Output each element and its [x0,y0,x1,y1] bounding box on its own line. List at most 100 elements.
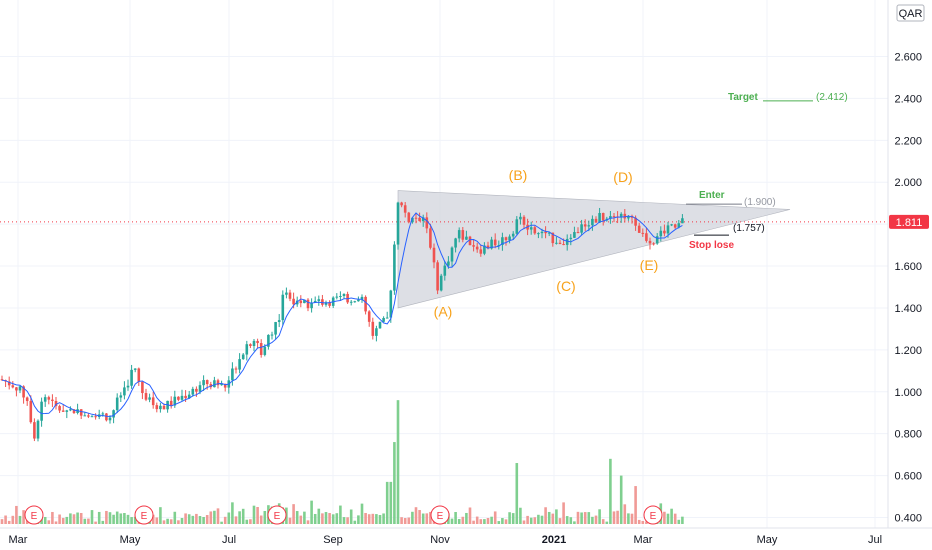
time-tick-label: Nov [430,534,450,546]
volume-bar [396,400,400,524]
candle-body [475,246,479,250]
candle-body [133,368,137,370]
candle-body [223,383,227,388]
volume-bar [303,511,306,524]
volume-bar [677,519,681,524]
candle-body [371,321,375,336]
candle-body [155,405,159,410]
candle-body [83,415,87,417]
volume-bar [15,505,18,524]
earnings-marker-label: E [437,511,444,522]
candle-body [396,202,400,245]
volume-bar [342,517,346,524]
candle-body [220,383,223,386]
price-tick-label: 1.400 [894,303,922,315]
volume-bar [18,515,22,524]
price-tick-label: 0.400 [894,513,922,525]
candle-body [137,368,141,382]
candle-body [367,311,371,322]
candle-body [141,381,144,394]
volume-bar [641,520,645,524]
volume-bar [400,517,403,524]
earnings-marker-label: E [141,511,148,522]
candle-body [565,238,569,245]
volume-bar [565,516,569,524]
candle-body [180,395,184,400]
volume-bar [591,516,594,524]
volume-bar [40,518,43,524]
candle-body [69,409,72,411]
candle-body [159,405,162,410]
volume-bar [288,517,292,524]
earnings-marker-label: E [650,511,657,522]
candlesticks [0,201,684,442]
candle-body [418,217,421,222]
candle-body [673,224,677,228]
wave-label: (B) [509,167,528,183]
volume-bar [79,512,83,524]
volume-bar [72,514,76,524]
volume-bar [360,503,364,524]
candle-body [216,380,220,386]
volume-bar [364,512,367,524]
candle-body [191,388,195,395]
candle-body [591,218,594,226]
volume-bar [234,516,238,524]
earnings-marker-circle [134,505,154,525]
candle-body [670,224,673,226]
volume-bar [256,506,259,524]
candle-body [267,334,270,347]
time-tick-label: Jul [868,534,882,546]
candle-body [162,405,166,410]
candle-body [432,247,436,263]
candle-body [249,344,252,347]
candle-body [483,245,486,254]
time-axis[interactable]: Mar May Jul Sep Nov 2021 Mar May Jul [9,534,883,546]
candle-body [36,420,40,439]
candle-body [87,415,90,417]
volume-bar [94,521,97,524]
volume-bar [43,516,47,524]
candle-body [411,217,414,223]
candle-body [65,410,69,412]
candle-body [681,218,684,224]
volume-bar [97,511,101,524]
volume-bar [501,518,504,524]
candle-body [54,400,58,407]
volume-bar [551,513,555,524]
candle-body [288,292,292,299]
currency-badge[interactable]: QAR [896,4,925,22]
candle-body [317,299,321,301]
candle-body [457,230,461,239]
candle-body [303,299,306,304]
volume-bar [367,514,371,524]
volume-bar [238,511,241,524]
candle-body [353,301,357,303]
candle-body [551,232,555,244]
volume-bar [101,520,105,524]
candle-body [382,317,385,322]
candle-body [619,213,623,218]
volume-bar [421,513,425,524]
earnings-marker-circle [267,505,287,525]
wave-label: (D) [613,169,632,185]
volume-bar [619,475,623,524]
candle-body [126,385,130,388]
candle-body [112,410,115,418]
volume-bar [90,510,94,524]
volume-bar [108,512,112,524]
candle-body [540,231,544,234]
wave-labels: (A) (B) (C) (D) (E) [434,167,659,319]
volume-bar [169,519,173,524]
price-axis[interactable]: 2.6002.4002.2002.0001.8001.6001.4001.200… [894,52,922,525]
candle-body [601,213,605,221]
candle-body [652,243,655,245]
candle-body [400,202,403,206]
candle-body [511,233,515,237]
candle-body [346,293,349,303]
volume-bar [418,510,421,524]
volume-bar [666,513,670,524]
target-value: (2.412) [816,92,848,103]
